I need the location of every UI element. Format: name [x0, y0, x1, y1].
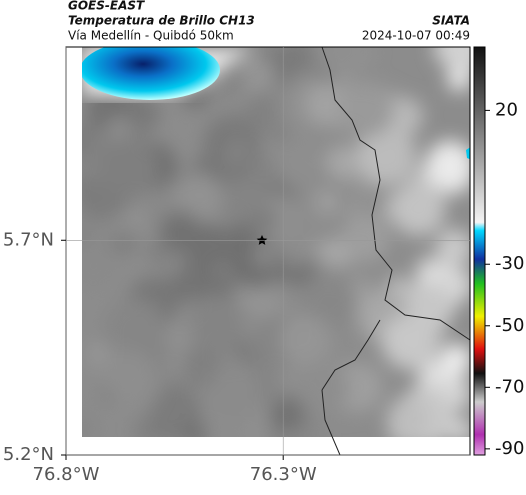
cloud-texture	[443, 381, 470, 410]
cloud-texture	[384, 97, 424, 136]
border	[321, 46, 471, 456]
colorbar-tick-label: 20	[495, 99, 518, 120]
cloud-texture	[82, 413, 99, 437]
cloud-texture	[210, 362, 262, 414]
cloud-texture	[250, 205, 278, 233]
y-tick-label: 5.2°N	[3, 444, 54, 465]
cloud-texture	[244, 91, 279, 125]
cloud-texture	[391, 181, 446, 236]
y-tick-label: 5.7°N	[3, 229, 54, 250]
cloud-texture	[279, 314, 332, 367]
cloud-texture	[273, 135, 327, 189]
cloud-texture	[342, 215, 390, 263]
cloud-texture	[334, 362, 384, 412]
cloud-texture	[435, 229, 470, 267]
cloud-texture	[269, 397, 305, 433]
cloud-texture	[449, 419, 470, 437]
cloud-texture	[185, 222, 233, 270]
cloud-texture	[323, 374, 351, 402]
cloud-texture	[100, 348, 156, 405]
x-tick-label: 76.3°W	[250, 464, 317, 485]
cloud-texture	[382, 315, 430, 362]
cloud-texture	[425, 140, 470, 191]
cloud-texture	[387, 397, 430, 437]
cloud-texture	[317, 47, 366, 72]
colorbar-tick-label: -30	[495, 253, 524, 274]
cloud-texture	[226, 142, 247, 163]
cloud-texture	[301, 275, 357, 330]
cloud-texture	[98, 138, 159, 198]
cloud-texture	[165, 222, 191, 249]
cloud-texture	[279, 230, 315, 266]
cloud-texture	[305, 82, 350, 126]
cloud-texture	[157, 254, 183, 281]
x-tick-label: 76.8°W	[33, 464, 100, 485]
cloud-texture	[252, 243, 277, 268]
cloud-texture	[110, 212, 134, 236]
cloud-texture	[437, 47, 470, 74]
cloud-texture	[151, 396, 190, 435]
colorbar-tick-label: -50	[495, 315, 524, 336]
cloud-texture	[447, 67, 470, 91]
cloud-texture	[315, 189, 340, 214]
cloud-texture	[386, 275, 410, 298]
colorbar-tick-label: -90	[495, 438, 524, 459]
cloud-texture	[338, 81, 395, 138]
cloud-texture	[185, 425, 207, 437]
title: GOES-EAST	[68, 0, 145, 13]
cloud-texture	[82, 241, 119, 293]
satellite-image	[82, 47, 470, 437]
cloud-texture	[326, 144, 362, 180]
cloud-texture	[171, 126, 198, 153]
cloud-texture	[86, 341, 112, 367]
cloud-texture	[441, 343, 470, 374]
colorbar-tick-label: -70	[495, 376, 524, 397]
route: Vía Medellín - Quibdó 50km	[68, 29, 234, 43]
timestamp: 2024-10-07 00:49	[362, 29, 470, 43]
cloud-texture	[188, 293, 244, 350]
location-marker	[256, 235, 268, 245]
cloud-texture	[356, 125, 418, 187]
source: SIATA	[432, 14, 470, 28]
subtitle: Temperatura de Brillo CH13	[68, 14, 255, 28]
colorbar	[473, 46, 486, 456]
cloud-texture	[106, 116, 133, 143]
cloud-texture	[173, 172, 225, 223]
